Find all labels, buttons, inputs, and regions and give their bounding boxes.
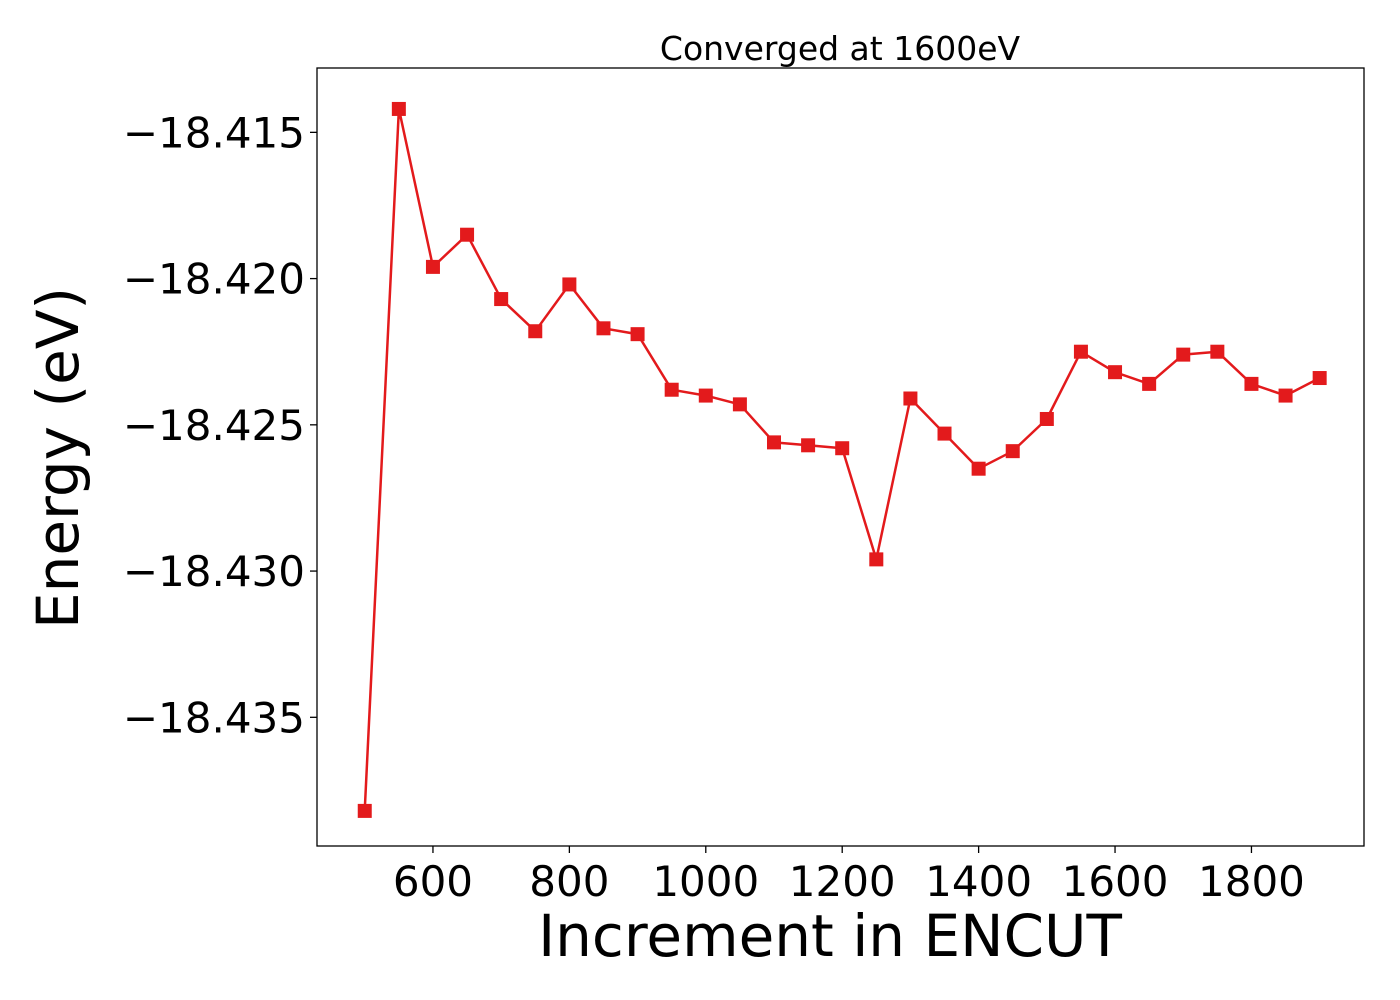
data-point xyxy=(1278,388,1293,403)
data-point xyxy=(903,391,918,406)
data-point xyxy=(1005,444,1020,459)
data-point xyxy=(1244,376,1259,391)
x-tick-label: 1000 xyxy=(652,857,759,906)
data-point xyxy=(528,324,543,339)
y-tick-label: −18.425 xyxy=(123,401,305,450)
data-point xyxy=(1108,365,1123,380)
y-tick-label: −18.415 xyxy=(123,108,305,157)
data-point xyxy=(1176,347,1191,362)
data-point xyxy=(357,803,372,818)
x-tick-label: 800 xyxy=(529,857,609,906)
series-layer xyxy=(357,101,1327,818)
x-axis: 600 800 1000 1200 1400 1600 1800 xyxy=(393,846,1305,906)
y-tick-label: −18.435 xyxy=(123,693,305,742)
data-point xyxy=(766,435,781,450)
data-point xyxy=(1142,376,1157,391)
y-axis: −18.415 −18.420 −18.425 −18.430 −18.435 xyxy=(123,108,317,742)
y-axis-label: Energy (eV) xyxy=(24,287,92,629)
data-point xyxy=(562,277,577,292)
x-tick-label: 600 xyxy=(393,857,473,906)
data-point xyxy=(1312,371,1327,386)
data-point xyxy=(801,438,816,453)
data-point xyxy=(596,321,611,336)
plot-area-frame xyxy=(316,67,1365,847)
data-point xyxy=(698,388,713,403)
x-axis-label: Increment in ENCUT xyxy=(538,902,1122,970)
data-point xyxy=(425,259,440,274)
data-point xyxy=(869,552,884,567)
data-point xyxy=(971,461,986,476)
y-tick-label: −18.430 xyxy=(123,547,305,596)
chart-title: Converged at 1600eV xyxy=(660,29,1021,68)
x-tick-label: 1600 xyxy=(1062,857,1169,906)
data-point xyxy=(1039,411,1054,426)
data-point xyxy=(460,227,475,242)
data-point xyxy=(391,101,406,116)
x-tick-label: 1400 xyxy=(925,857,1032,906)
data-point xyxy=(937,426,952,441)
data-point xyxy=(630,327,645,342)
x-tick-label: 1200 xyxy=(789,857,896,906)
data-point xyxy=(664,382,679,397)
x-tick-label: 1800 xyxy=(1198,857,1305,906)
y-tick-label: −18.420 xyxy=(123,255,305,304)
data-point xyxy=(732,397,747,412)
data-point xyxy=(835,441,850,456)
data-point xyxy=(1210,344,1225,359)
data-point xyxy=(494,292,509,307)
data-point xyxy=(1073,344,1088,359)
